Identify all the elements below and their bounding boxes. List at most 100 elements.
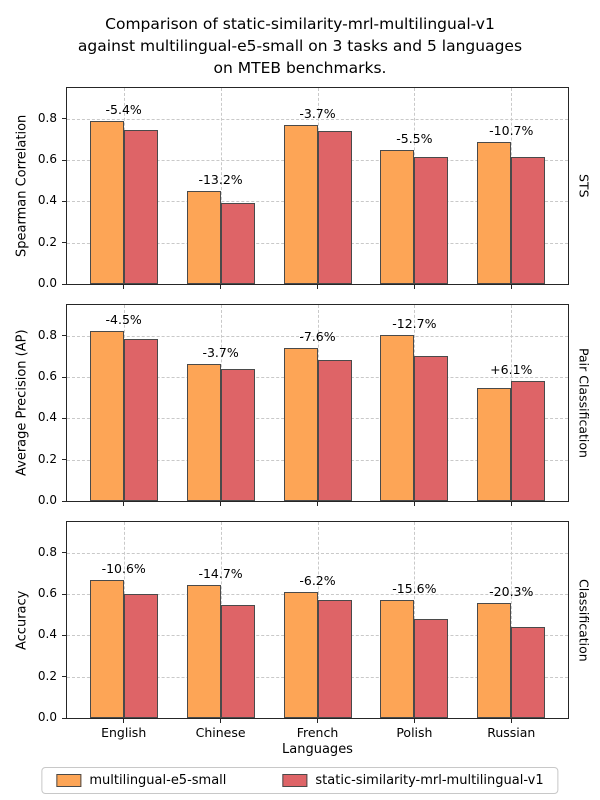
bar-model-b <box>317 130 352 284</box>
y-tick-label: 0.4 <box>37 193 57 208</box>
pct-change-label: -20.3% <box>489 584 534 600</box>
pct-change-label: -15.6% <box>392 581 437 597</box>
figure-title: Comparison of static-similarity-mrl-mult… <box>0 13 600 79</box>
x-tick-mark <box>510 502 512 506</box>
y-tick-label: 0.6 <box>37 586 57 601</box>
x-tick-mark <box>123 719 125 723</box>
figure-title-line-1: Comparison of static-similarity-mrl-mult… <box>105 15 495 33</box>
legend-label: multilingual-e5-small <box>89 773 227 788</box>
bar-model-b <box>414 618 449 718</box>
bar-model-a <box>283 592 318 718</box>
x-tick-mark <box>510 719 512 723</box>
y-tick-label: 0.4 <box>37 627 57 642</box>
y-tick-label: 0.6 <box>37 369 57 384</box>
gridline-vertical <box>220 88 222 284</box>
figure-title-line-3: on MTEB benchmarks. <box>213 59 387 77</box>
bar-model-b <box>220 369 255 501</box>
y-tick-mark <box>62 593 66 595</box>
task-title: Pair Classification <box>576 348 592 458</box>
y-tick-mark <box>62 200 66 202</box>
pct-change-label: -3.7% <box>299 106 336 122</box>
bar-model-a <box>186 364 221 501</box>
pct-change-label: -12.7% <box>392 316 437 332</box>
pct-change-label: -7.6% <box>299 329 336 345</box>
x-tick-label: French <box>296 725 339 740</box>
pct-change-label: -5.4% <box>105 102 142 117</box>
y-tick-mark <box>62 417 66 419</box>
x-tick-mark <box>123 502 125 506</box>
bar-model-b <box>123 129 158 284</box>
bar-model-a <box>283 348 318 501</box>
y-tick-label: 0.2 <box>37 451 57 466</box>
y-axis-title: Average Precision (AP) <box>14 329 30 477</box>
y-tick-mark <box>62 676 66 678</box>
bar-model-a <box>477 387 512 501</box>
x-tick-mark <box>317 285 318 289</box>
x-tick-mark <box>413 719 415 723</box>
y-tick-label: 0.6 <box>37 152 57 167</box>
bar-model-a <box>380 149 415 284</box>
task-title: STS <box>576 174 592 198</box>
x-tick-label: Chinese <box>195 725 246 740</box>
task-title: Classification <box>576 578 592 662</box>
x-tick-mark <box>413 285 415 289</box>
y-tick-mark <box>62 159 66 161</box>
bar-model-b <box>414 157 449 284</box>
bar-model-b <box>123 338 158 501</box>
legend-swatch-icon <box>56 774 82 787</box>
legend-swatch-icon <box>282 774 308 787</box>
x-tick-mark <box>220 502 222 506</box>
pct-change-label: -14.7% <box>198 565 243 581</box>
y-tick-label: 0.0 <box>37 493 57 507</box>
x-tick-mark <box>413 502 415 506</box>
bar-model-a <box>89 121 124 284</box>
y-tick-mark <box>62 552 66 554</box>
gridline-vertical <box>511 522 513 718</box>
x-tick-mark <box>317 719 318 723</box>
pct-change-label: +6.1% <box>490 361 533 377</box>
x-tick-mark <box>220 285 222 289</box>
bar-model-a <box>89 579 124 718</box>
y-tick-mark <box>62 242 66 244</box>
bar-model-b <box>511 380 546 501</box>
pct-change-label: -4.5% <box>105 311 142 327</box>
legend-item: multilingual-e5-small <box>56 773 226 788</box>
x-tick-mark <box>510 285 512 289</box>
y-tick-label: 0.8 <box>37 544 57 559</box>
legend-item: static-similarity-mrl-multilingual-v1 <box>282 773 544 788</box>
bar-model-a <box>477 141 512 284</box>
legend-label: static-similarity-mrl-multilingual-v1 <box>315 773 544 788</box>
y-tick-mark <box>62 335 66 337</box>
x-tick-label: Polish <box>396 725 433 740</box>
bar-model-a <box>283 125 318 284</box>
y-tick-mark <box>62 459 66 461</box>
x-tick-label: English <box>101 725 147 740</box>
bar-model-b <box>414 356 449 501</box>
y-tick-label: 0.0 <box>37 276 57 290</box>
y-tick-label: 0.2 <box>37 668 57 683</box>
y-tick-mark <box>62 376 66 378</box>
bar-model-a <box>89 330 124 501</box>
y-tick-label: 0.4 <box>37 410 57 425</box>
y-tick-label: 0.8 <box>37 110 57 125</box>
bar-model-b <box>123 594 158 718</box>
bar-model-b <box>317 599 352 718</box>
y-tick-mark <box>62 634 66 636</box>
bar-model-a <box>477 603 512 718</box>
y-tick-label: 0.0 <box>37 710 57 724</box>
y-tick-mark <box>62 283 66 285</box>
bar-model-a <box>186 584 221 718</box>
legend: multilingual-e5-small static-similarity-… <box>41 767 559 794</box>
figure-title-line-2: against multilingual-e5-small on 3 tasks… <box>77 37 523 55</box>
pct-change-label: -10.6% <box>101 560 146 576</box>
x-axis-title: Languages <box>282 742 353 757</box>
pct-change-label: -13.2% <box>198 171 243 187</box>
bar-model-b <box>511 626 546 718</box>
x-tick-mark <box>220 719 222 723</box>
bar-model-b <box>511 157 546 284</box>
bar-model-a <box>380 335 415 501</box>
y-axis-title: Accuracy <box>14 590 30 650</box>
y-tick-mark <box>62 118 66 120</box>
x-tick-mark <box>123 285 125 289</box>
